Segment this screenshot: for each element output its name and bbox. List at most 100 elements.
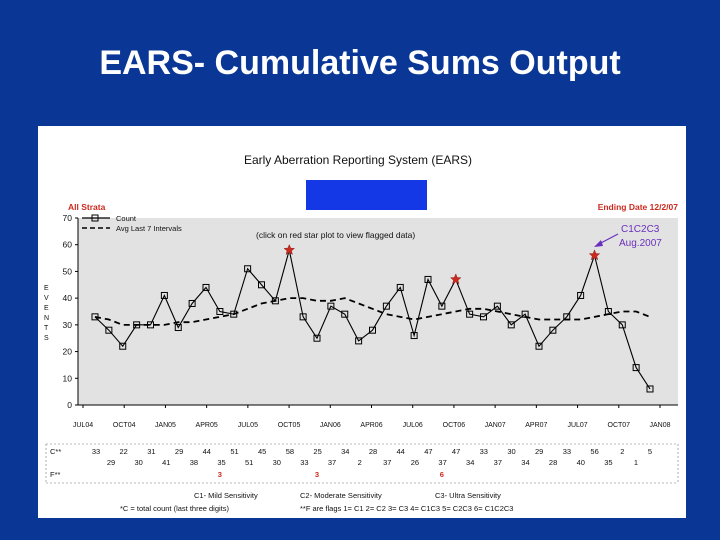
table-c-lower-value: 1	[634, 458, 638, 467]
y-axis-letter: E	[44, 305, 49, 312]
count-point	[369, 326, 376, 334]
table-c-label: C**	[50, 447, 61, 456]
table-c-upper-value: 28	[369, 447, 377, 456]
count-point	[105, 326, 113, 334]
click-note: (click on red star plot to view flagged …	[256, 230, 415, 240]
table-c-lower-value: 35	[604, 458, 612, 467]
table-c-lower-value: 37	[328, 458, 336, 467]
table-c-upper-value: 30	[507, 447, 515, 456]
x-tick-label: JUL07	[567, 422, 587, 429]
flag-star	[283, 244, 296, 255]
table-c-upper-value: 44	[203, 447, 211, 456]
count-point	[271, 297, 279, 305]
y-axis-letter: T	[44, 325, 49, 332]
table-c-upper-value: 5	[648, 447, 652, 456]
table-c-lower-value: 30	[134, 458, 142, 467]
count-point	[355, 337, 363, 345]
y-tick-label: 60	[63, 240, 73, 250]
table-c-upper-value: 34	[341, 447, 349, 456]
y-axis-letter: V	[44, 295, 49, 302]
y-axis-letter: S	[44, 335, 49, 342]
table-c-upper-value: 47	[452, 447, 460, 456]
count-point	[299, 313, 307, 321]
count-point	[521, 310, 529, 318]
x-tick-label: JAN05	[155, 422, 176, 429]
table-c-upper-value: 25	[313, 447, 321, 456]
x-tick-label: OCT05	[278, 422, 301, 429]
count-point	[174, 324, 182, 332]
x-tick-label: JUL04	[73, 422, 93, 429]
table-c-lower-value: 37	[383, 458, 391, 467]
count-point	[466, 310, 474, 318]
count-point	[549, 326, 557, 334]
table-c-upper-value: 33	[480, 447, 488, 456]
table-c-lower-value: 41	[162, 458, 170, 467]
count-point	[230, 310, 238, 318]
table-c-lower-value: 37	[438, 458, 446, 467]
system-title: Early Aberration Reporting System (EARS)	[244, 153, 472, 167]
count-point	[410, 332, 418, 340]
table-c-lower-value: 38	[190, 458, 198, 467]
y-axis-letter: N	[44, 315, 49, 322]
annotation-flag-type: C1C2C3	[621, 224, 660, 235]
table-c-lower-value: 51	[245, 458, 253, 467]
footer-sens-c2: C2- Moderate Sensitivity	[300, 491, 382, 500]
count-point	[438, 302, 446, 310]
x-tick-label: JUL06	[403, 422, 423, 429]
count-point	[160, 291, 168, 299]
legend-avg-label: Avg Last 7 Intervals	[116, 224, 182, 233]
table-c-upper-value: 44	[397, 447, 405, 456]
y-tick-label: 10	[63, 373, 73, 383]
x-tick-label: JAN06	[320, 422, 341, 429]
table-c-lower-value: 35	[217, 458, 225, 467]
table-flag-value: 3	[218, 470, 222, 479]
x-tick-label: OCT07	[608, 422, 631, 429]
series-line-avg	[94, 297, 651, 326]
table-f-label: F**	[50, 470, 61, 479]
table-c-upper-value: 2	[620, 447, 624, 456]
y-tick-label: 0	[67, 400, 72, 410]
count-point	[382, 302, 390, 310]
table-c-lower-value: 2	[358, 458, 362, 467]
count-point	[396, 283, 404, 291]
table-c-upper-value: 58	[286, 447, 294, 456]
count-point	[646, 385, 654, 393]
y-tick-label: 50	[63, 266, 73, 276]
footer-sens-c3: C3- Ultra Sensitivity	[435, 491, 501, 500]
flag-star	[449, 273, 462, 285]
count-point	[341, 310, 349, 318]
table-c-lower-value: 34	[521, 458, 529, 467]
ears-report-panel: Early Aberration Reporting System (EARS)…	[38, 126, 686, 518]
count-point	[216, 308, 224, 315]
count-point	[632, 364, 640, 372]
strata-label: All Strata	[68, 202, 106, 212]
legend-count-marker	[91, 214, 99, 222]
flag-star	[588, 249, 601, 261]
annotation-arrow	[598, 233, 619, 245]
table-c-upper-value: 33	[92, 447, 100, 456]
y-tick-label: 70	[63, 213, 73, 223]
table-c-upper-value: 29	[535, 447, 543, 456]
table-c-lower-value: 37	[494, 458, 502, 467]
y-tick-label: 40	[63, 293, 73, 303]
count-point	[563, 313, 571, 321]
count-point	[618, 321, 626, 329]
x-tick-label: JUL05	[238, 422, 258, 429]
y-axis-letter: E	[44, 285, 49, 292]
y-tick-label: 20	[63, 347, 73, 357]
annotation-date: Aug.2007	[619, 238, 662, 249]
slide-title: EARS- Cumulative Sums Output	[99, 44, 621, 82]
count-point	[244, 265, 252, 273]
x-tick-label: JAN08	[649, 422, 670, 429]
count-point	[188, 299, 196, 307]
count-point	[313, 334, 321, 342]
table-c-lower-value: 30	[273, 458, 281, 467]
highlight-box	[306, 180, 427, 210]
table-c-lower-value: 29	[107, 458, 115, 467]
count-point	[604, 308, 612, 315]
count-point	[119, 342, 127, 350]
count-point	[507, 321, 515, 329]
count-point	[424, 275, 432, 283]
table-c-upper-value: 22	[120, 447, 128, 456]
footer-sens-c1: C1- Mild Sensitivity	[194, 491, 258, 500]
